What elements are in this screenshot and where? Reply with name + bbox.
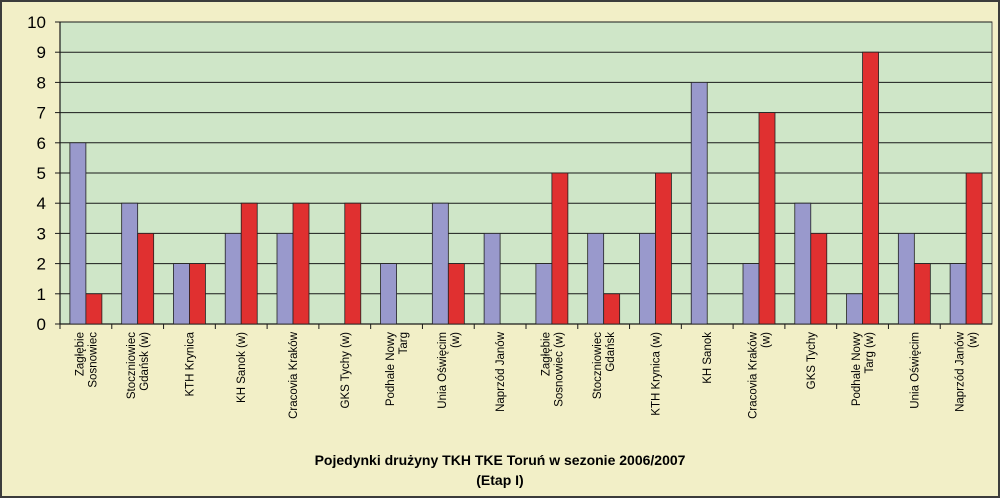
x-category-label: KTH Krynica (w) (650, 332, 662, 416)
bar-series-1 (276, 232, 294, 325)
bar-series-1 (690, 82, 708, 325)
bar-series-2 (810, 232, 828, 325)
bar-series-1 (846, 293, 863, 325)
x-category-label-line: Sosnowiec (w) (553, 332, 565, 407)
y-tick-label: 9 (37, 43, 46, 62)
bar-series-2 (137, 232, 155, 325)
x-category-label-line: KH Sanok (702, 332, 714, 384)
bar-series-1 (587, 232, 605, 325)
x-category-label-line: Gdańsk (w) (139, 332, 151, 391)
bar-series-1 (121, 202, 139, 325)
chart-title-line: Pojedynki drużyny TKH TKE Toruń w sezoni… (314, 452, 686, 468)
x-category-label-line: Sosnowiec (87, 332, 99, 388)
x-category-label-line: KH Sanok (w) (236, 332, 248, 403)
x-category-label: Podhale NowyTarg (w) (851, 332, 876, 406)
x-category-label-line: Stoczniowiec (592, 332, 604, 399)
x-category-label: GKS Tychy (w) (340, 332, 352, 409)
x-category-label: Unia Oświęcim(w) (437, 332, 462, 409)
x-category-label-line: Podhale Nowy (385, 332, 397, 406)
x-category-label-line: Naprzód Janów (495, 331, 507, 412)
x-category-label: Naprzód Janów (495, 331, 507, 412)
bar-series-2 (344, 202, 362, 325)
y-tick-label: 0 (37, 315, 46, 334)
bar-series-1 (535, 263, 553, 325)
bar-series-2 (758, 112, 776, 325)
x-category-label-line: (w) (450, 332, 462, 348)
chart-title: Pojedynki drużyny TKH TKE Toruń w sezoni… (2, 450, 998, 490)
x-category-label-line: GKS Tychy (806, 332, 818, 390)
bar-series-2 (240, 202, 258, 325)
y-tick-label: 8 (37, 73, 46, 92)
bar-series-2 (447, 263, 465, 325)
x-category-label: Cracovia Kraków(w) (748, 331, 773, 419)
x-category-label-line: Unia Oświęcim (437, 332, 449, 409)
bar-series-2 (551, 172, 569, 325)
x-category-label-line: (w) (761, 332, 773, 348)
y-tick-label: 10 (27, 13, 46, 32)
y-tick-label: 3 (37, 224, 46, 243)
bar-series-1 (639, 232, 656, 325)
bar-series-2 (965, 172, 983, 325)
x-category-label-line: Zagłębie (540, 332, 552, 376)
x-category-label: Cracovia Kraków (288, 331, 300, 419)
x-category-label: StoczniowiecGdańsk (w) (126, 332, 151, 399)
x-category-label-line: Stoczniowiec (126, 332, 138, 399)
bar-series-1 (431, 202, 449, 325)
bar-series-1 (949, 263, 967, 325)
bar-series-2 (862, 51, 879, 325)
bar-series-2 (189, 263, 206, 325)
x-category-label: ZagłębieSosnowiec (74, 332, 99, 388)
x-category-label-line: Cracovia Kraków (288, 331, 300, 419)
x-category-label-line: GKS Tychy (w) (340, 332, 352, 409)
bar-series-2 (913, 263, 931, 325)
x-category-label: Unia Oświęcim (909, 332, 921, 409)
bar-series-2 (655, 172, 672, 325)
x-category-label: Naprzód Janów(w) (955, 331, 980, 412)
bar-series-2 (292, 202, 310, 325)
y-tick-label: 1 (37, 285, 46, 304)
bar-series-1 (483, 232, 501, 325)
chart-subtitle-line: (Etap I) (476, 472, 524, 488)
x-category-label: KH Sanok (702, 332, 714, 384)
x-category-label-line: Unia Oświęcim (909, 332, 921, 409)
bar-series-1 (380, 263, 397, 325)
x-category-label: KH Sanok (w) (236, 332, 248, 403)
x-category-label-line: Zagłębie (74, 332, 86, 376)
bar-series-1 (69, 142, 87, 325)
x-category-label-line: KTH Krynica (184, 331, 196, 396)
x-category-label-line: Targ (398, 332, 410, 354)
bar-series-1 (224, 232, 242, 325)
y-tick-label: 4 (37, 194, 46, 213)
y-tick-label: 7 (37, 104, 46, 123)
x-category-label: KTH Krynica (184, 331, 196, 396)
x-category-label-line: Naprzód Janów (955, 331, 967, 412)
y-tick-label: 6 (37, 134, 46, 153)
x-category-label-line: Podhale Nowy (851, 332, 863, 406)
bar-series-1 (897, 232, 915, 325)
x-category-label-line: (w) (968, 332, 980, 348)
y-tick-label: 2 (37, 255, 46, 274)
bar-series-1 (742, 263, 760, 325)
bar-series-2 (603, 293, 621, 325)
x-category-label: Podhale NowyTarg (385, 332, 410, 406)
bar-series-1 (173, 263, 190, 325)
x-category-label: StoczniowiecGdańsk (592, 332, 617, 399)
x-category-label-line: Cracovia Kraków (748, 331, 760, 419)
y-tick-label: 5 (37, 164, 46, 183)
x-category-label-line: Gdańsk (605, 332, 617, 372)
x-category-label-line: KTH Krynica (w) (650, 332, 662, 416)
x-category-label: ZagłębieSosnowiec (w) (540, 332, 565, 407)
bar-series-1 (794, 202, 812, 325)
x-category-label: GKS Tychy (806, 332, 818, 390)
bar-series-2 (85, 293, 103, 325)
x-category-label-line: Targ (w) (864, 332, 876, 374)
